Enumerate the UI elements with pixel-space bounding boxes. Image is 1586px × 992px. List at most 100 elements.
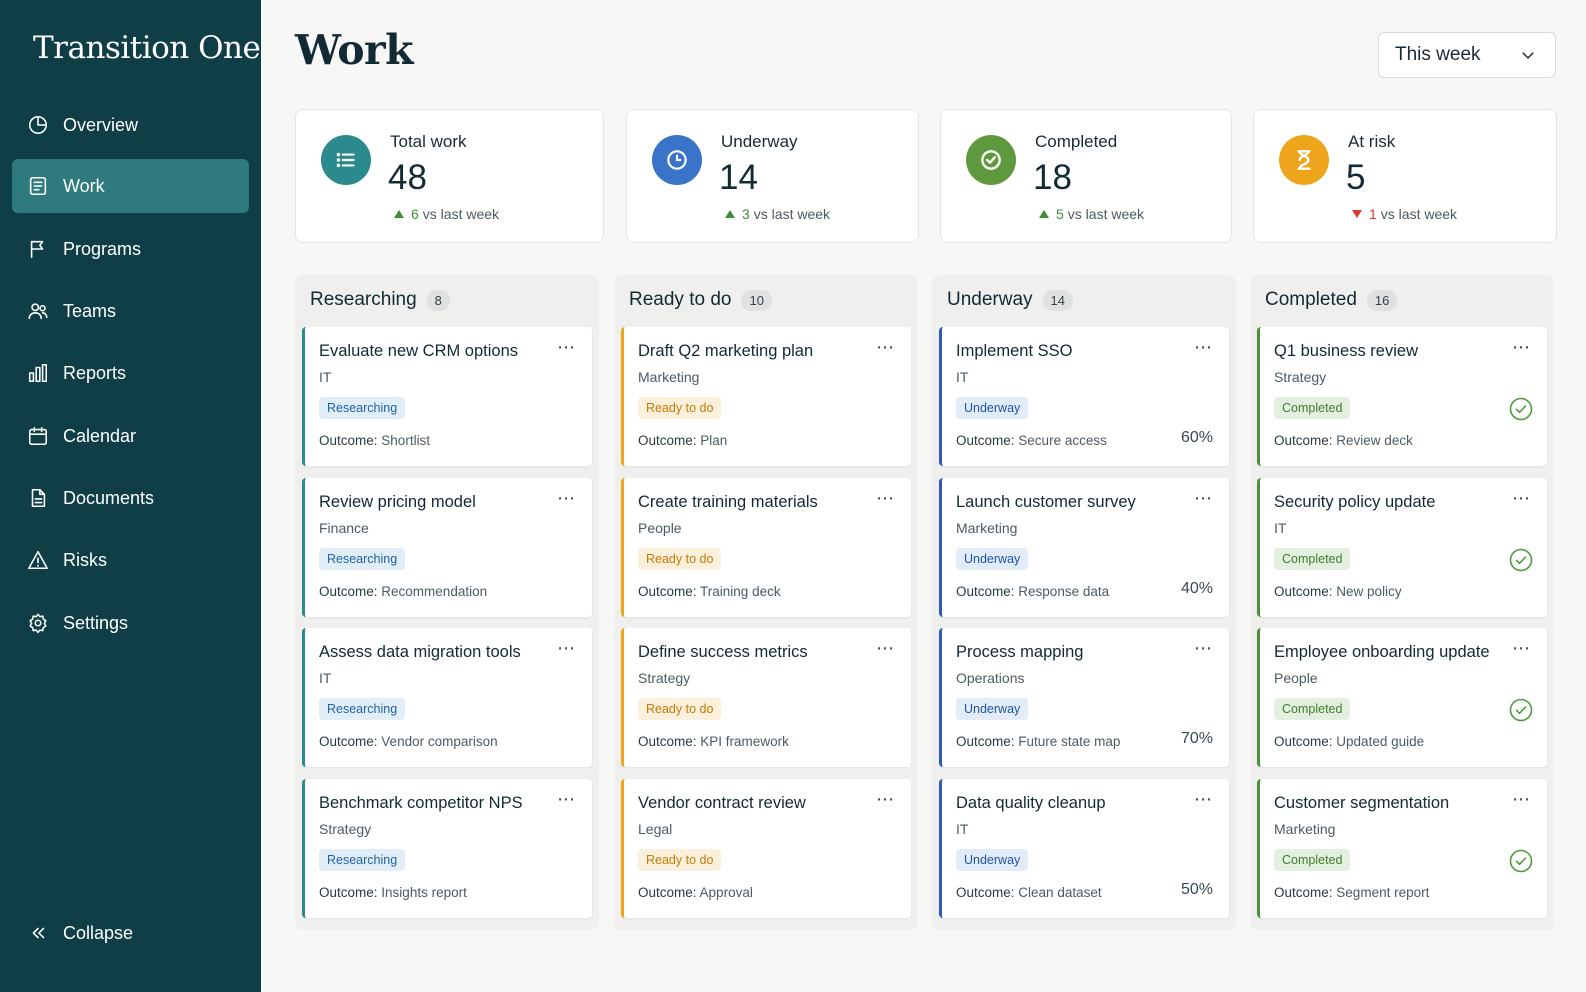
status-badge: Researching: [319, 397, 406, 419]
sidebar-item-teams[interactable]: Teams: [12, 284, 249, 338]
progress-percent: 50%: [1180, 881, 1213, 898]
outcome-label: Outcome:: [1274, 584, 1333, 599]
sidebar-item-calendar[interactable]: Calendar: [12, 409, 249, 463]
stat-card-total-work[interactable]: Total work 48 6 vs last week: [295, 109, 604, 243]
stat-delta: 3: [742, 206, 750, 222]
more-options-icon[interactable]: ⋯: [1194, 488, 1213, 508]
brand-logo[interactable]: Transition One: [33, 30, 261, 66]
more-options-icon[interactable]: ⋯: [557, 488, 576, 508]
work-card[interactable]: Benchmark competitor NPS ⋯ Strategy Researc…: [302, 779, 592, 918]
card-outcome: Outcome: Plan: [638, 433, 727, 448]
card-department: Strategy: [319, 821, 372, 837]
stat-delta-suffix: vs last week: [1067, 206, 1145, 222]
check-icon: [966, 135, 1016, 185]
work-card[interactable]: Define success metrics ⋯ Strategy Ready to …: [621, 628, 911, 767]
stat-card-completed[interactable]: Completed 18 5 vs last week: [940, 109, 1232, 243]
stat-value: 14: [719, 158, 758, 197]
sidebar-item-programs[interactable]: Programs: [12, 222, 249, 276]
stat-delta: 1: [1369, 206, 1377, 222]
work-card[interactable]: Assess data migration tools ⋯ IT Researchin…: [302, 628, 592, 767]
more-options-icon[interactable]: ⋯: [1194, 789, 1213, 809]
sidebar-item-overview[interactable]: Overview: [12, 98, 249, 152]
column-count-badge: 10: [741, 289, 772, 311]
outcome-value: KPI framework: [700, 734, 789, 749]
hourglass-icon: [1279, 135, 1329, 185]
card-title: Create training materials: [638, 493, 818, 511]
card-outcome: Outcome: Future state map: [956, 734, 1120, 749]
column-researching: Researching 8 Evaluate new CRM options ⋯ I…: [295, 275, 599, 930]
card-department: IT: [319, 670, 332, 686]
more-options-icon[interactable]: ⋯: [876, 488, 895, 508]
status-badge: Underway: [956, 698, 1029, 720]
stat-delta: 6: [411, 206, 419, 222]
card-outcome: Outcome: Updated guide: [1274, 734, 1424, 749]
more-options-icon[interactable]: ⋯: [557, 789, 576, 809]
calendar-icon: [26, 424, 50, 448]
work-card[interactable]: Review pricing model ⋯ Finance Researching O…: [302, 478, 592, 617]
card-department: People: [638, 520, 682, 536]
sidebar-item-label: Calendar: [63, 425, 137, 446]
stat-value: 18: [1033, 158, 1072, 197]
work-card[interactable]: Evaluate new CRM options ⋯ IT Researching Ou…: [302, 327, 592, 466]
more-options-icon[interactable]: ⋯: [557, 337, 576, 357]
outcome-label: Outcome:: [638, 734, 697, 749]
work-card[interactable]: Employee onboarding update ⋯ People Complet…: [1257, 628, 1547, 767]
period-select[interactable]: This week: [1378, 32, 1556, 78]
sidebar-item-settings[interactable]: Settings: [12, 596, 249, 650]
work-card[interactable]: Customer segmentation ⋯ Marketing Completed…: [1257, 779, 1547, 918]
column-header: Underway 14: [947, 289, 1074, 311]
work-card[interactable]: Data quality cleanup ⋯ IT Underway Outcome: …: [939, 779, 1229, 918]
card-title: Process mapping: [956, 643, 1084, 661]
outcome-label: Outcome:: [319, 433, 378, 448]
more-options-icon[interactable]: ⋯: [557, 638, 576, 658]
more-options-icon[interactable]: ⋯: [1512, 789, 1531, 809]
more-options-icon[interactable]: ⋯: [1512, 638, 1531, 658]
stat-trend: 6 vs last week: [394, 206, 499, 222]
column-header: Ready to do 10: [629, 289, 772, 311]
card-outcome: Outcome: Segment report: [1274, 885, 1429, 900]
more-options-icon[interactable]: ⋯: [1194, 638, 1213, 658]
outcome-value: Vendor comparison: [381, 734, 498, 749]
work-card[interactable]: Security policy update ⋯ IT Completed Outcom…: [1257, 478, 1547, 617]
card-title: Benchmark competitor NPS: [319, 794, 523, 812]
column-title: Researching: [310, 289, 417, 310]
stat-trend: 5 vs last week: [1039, 206, 1144, 222]
card-department: IT: [319, 369, 332, 385]
work-card[interactable]: Vendor contract review ⋯ Legal Ready to do O…: [621, 779, 911, 918]
stat-value: 5: [1346, 158, 1366, 197]
work-card[interactable]: Create training materials ⋯ People Ready to…: [621, 478, 911, 617]
sidebar-item-label: Settings: [63, 612, 129, 633]
outcome-label: Outcome:: [319, 584, 378, 599]
collapse-button[interactable]: Collapse: [12, 906, 249, 960]
work-card[interactable]: Implement SSO ⋯ IT Underway Outcome: Secure …: [939, 327, 1229, 466]
card-title: Security policy update: [1274, 493, 1436, 511]
stat-card-at-risk[interactable]: At risk 5 1 vs last week: [1253, 109, 1557, 243]
outcome-value: Secure access: [1018, 433, 1107, 448]
sidebar-item-work[interactable]: Work: [12, 159, 249, 213]
card-department: IT: [1274, 520, 1287, 536]
work-card[interactable]: Q1 business review ⋯ Strategy Completed Outc…: [1257, 327, 1547, 466]
card-outcome: Outcome: Secure access: [956, 433, 1107, 448]
outcome-label: Outcome:: [956, 885, 1015, 900]
stat-delta-suffix: vs last week: [422, 206, 500, 222]
sidebar-item-reports[interactable]: Reports: [12, 346, 249, 400]
sidebar-item-documents[interactable]: Documents: [12, 471, 249, 525]
more-options-icon[interactable]: ⋯: [876, 789, 895, 809]
work-card[interactable]: Launch customer survey ⋯ Marketing Underway…: [939, 478, 1229, 617]
sidebar-item-risks[interactable]: Risks: [12, 533, 249, 587]
column-underway: Underway 14 Implement SSO ⋯ IT Underway Outc…: [932, 275, 1236, 930]
more-options-icon[interactable]: ⋯: [1512, 337, 1531, 357]
stat-card-underway[interactable]: Underway 14 3 vs last week: [626, 109, 919, 243]
gear-icon: [26, 611, 50, 635]
work-card[interactable]: Process mapping ⋯ Operations Underway Outcom…: [939, 628, 1229, 767]
more-options-icon[interactable]: ⋯: [876, 337, 895, 357]
more-options-icon[interactable]: ⋯: [876, 638, 895, 658]
work-card[interactable]: Draft Q2 marketing plan ⋯ Marketing Ready t…: [621, 327, 911, 466]
card-outcome: Outcome: Clean dataset: [956, 885, 1102, 900]
more-options-icon[interactable]: ⋯: [1194, 337, 1213, 357]
status-badge: Completed: [1274, 548, 1351, 570]
card-outcome: Outcome: Insights report: [319, 885, 467, 900]
card-title: Q1 business review: [1274, 342, 1418, 360]
status-badge: Underway: [956, 397, 1029, 419]
more-options-icon[interactable]: ⋯: [1512, 488, 1531, 508]
